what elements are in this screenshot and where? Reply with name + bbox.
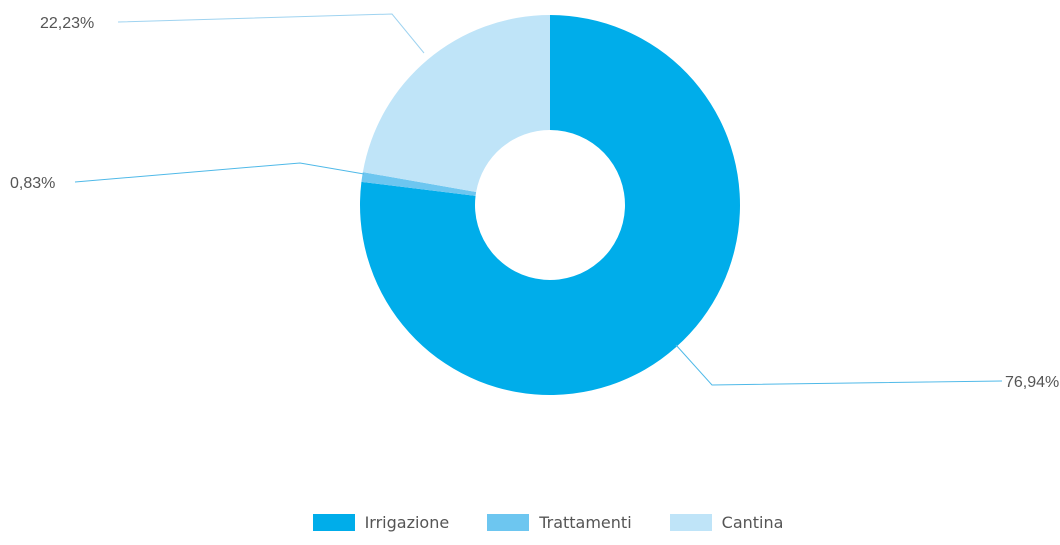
value-label-irrigazione: 76,94% (1005, 374, 1059, 391)
leader-line-irrigazione (675, 344, 1003, 386)
legend-label-irrigazione: Irrigazione (364, 513, 450, 532)
legend-label-trattamenti: Trattamenti (539, 513, 632, 532)
legend-item-cantina[interactable]: Cantina (669, 513, 784, 532)
value-label-cantina: 22,23% (40, 15, 94, 32)
legend-swatch-cantina (669, 514, 712, 531)
leader-line-cantina (117, 13, 425, 54)
legend-label-cantina: Cantina (721, 513, 784, 532)
legend: Irrigazione Trattamenti Cantina (18, 513, 1060, 532)
leader-line-trattamenti (74, 162, 365, 183)
value-label-trattamenti: 0,83% (10, 175, 55, 192)
legend-swatch-irrigazione (312, 514, 355, 531)
donut-slice-cantina[interactable] (362, 15, 550, 193)
legend-swatch-trattamenti (487, 514, 530, 531)
legend-item-trattamenti[interactable]: Trattamenti (487, 513, 632, 532)
leader-lines (74, 13, 1003, 386)
donut-slices (360, 15, 740, 396)
legend-item-irrigazione[interactable]: Irrigazione (312, 513, 450, 532)
donut-slice-trattamenti[interactable] (361, 172, 477, 196)
donut-slice-irrigazione[interactable] (360, 15, 740, 396)
